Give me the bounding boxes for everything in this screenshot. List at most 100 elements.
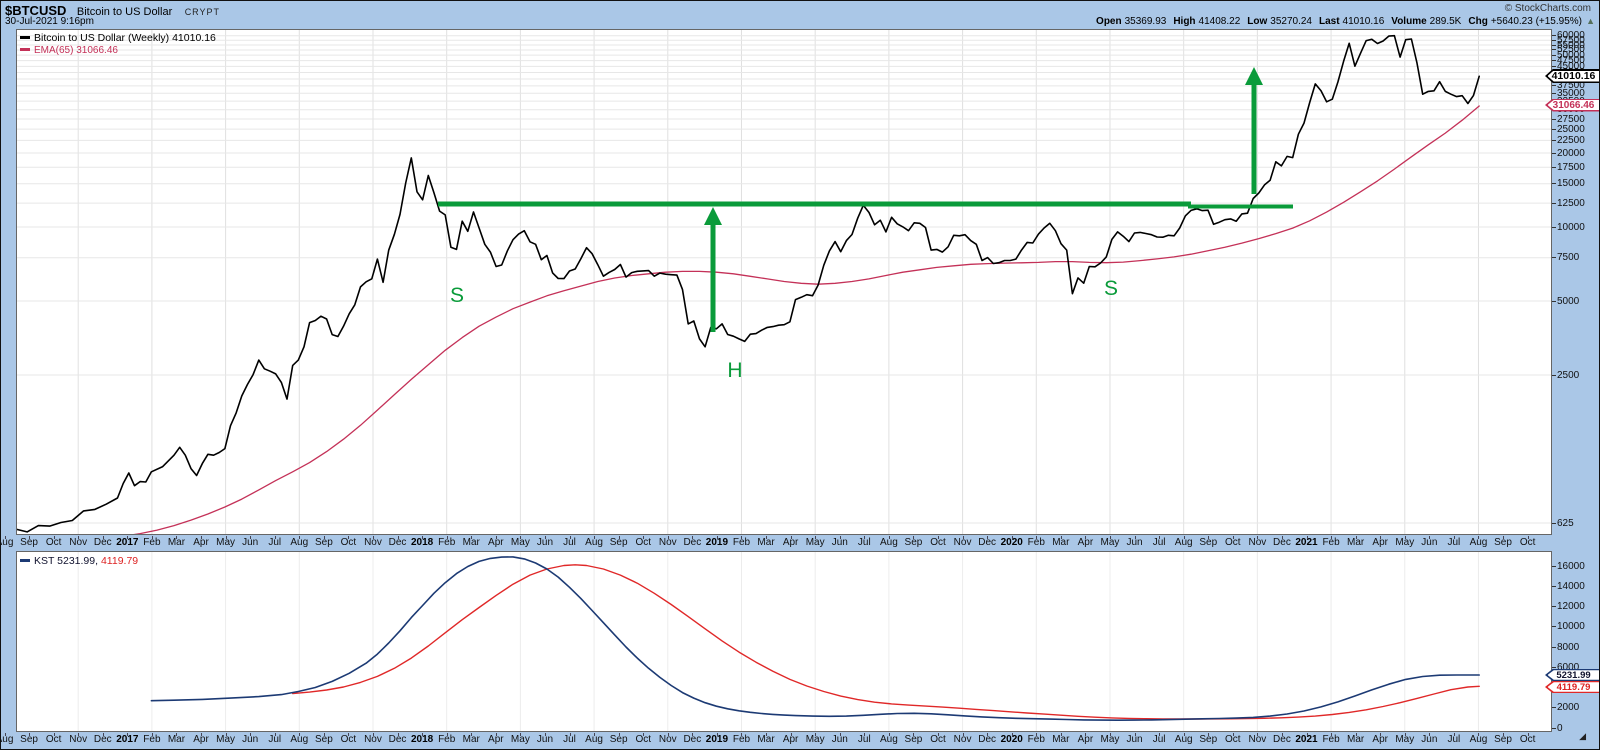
month-tick <box>1331 536 1333 539</box>
month-tick <box>938 733 940 736</box>
month-label-bottom: 2019 <box>705 734 729 745</box>
month-label-bottom: Sep <box>314 734 333 745</box>
month-tick <box>618 733 620 736</box>
month-tick <box>766 733 768 736</box>
month-label-bottom: Oct <box>45 734 62 745</box>
month-label-top: Apr <box>1372 537 1388 548</box>
month-label-top: Sep <box>609 537 628 548</box>
month-tick <box>274 536 276 539</box>
month-label-bottom: Sep <box>904 734 923 745</box>
month-label-top: 2021 <box>1295 537 1318 548</box>
last-price-badge-border <box>1545 69 1599 83</box>
month-label-top: Dec <box>1273 537 1291 548</box>
month-label-top: Jul <box>1152 537 1166 548</box>
month-label-top: Jul <box>563 537 576 548</box>
month-label-bottom: Apr <box>782 734 799 745</box>
month-tick <box>372 733 374 736</box>
month-label-bottom: May <box>1395 734 1415 745</box>
ticker-symbol: $BTCUSD <box>5 3 67 18</box>
price-axis-tick <box>1552 202 1556 204</box>
month-label-bottom: Mar <box>1347 734 1365 745</box>
month-label-bottom: Apr <box>193 734 209 745</box>
month-label-bottom: Mar <box>757 734 775 745</box>
month-tick <box>839 536 841 539</box>
kst-axis-label: 14000 <box>1557 580 1585 592</box>
kst-signal-value-badge: 4119.79 <box>1545 680 1599 694</box>
quote-label-low: Low <box>1247 16 1268 27</box>
month-label-top: Jul <box>1447 537 1461 548</box>
month-label-top: Apr <box>1077 537 1094 548</box>
month-label-bottom: Aug <box>1174 734 1193 745</box>
month-tick <box>544 536 546 539</box>
kst-axis-tick <box>1552 585 1556 587</box>
month-tick <box>569 733 571 736</box>
quote-value-high: 41408.22 <box>1198 16 1241 27</box>
price-axis-label: 52500 <box>1557 44 1585 56</box>
price-axis-tick <box>1552 72 1556 74</box>
month-label-top: Nov <box>364 537 382 548</box>
month-tick <box>864 733 866 736</box>
month-tick <box>1503 733 1505 736</box>
price-axis-tick <box>1552 39 1556 41</box>
kst-axis-tick <box>1552 646 1556 648</box>
month-label-bottom: Oct <box>635 734 651 745</box>
month-tick <box>299 733 301 736</box>
month-tick <box>913 536 915 539</box>
month-label-bottom: Oct <box>340 734 357 745</box>
kst-axis-label: 4000 <box>1557 682 1580 693</box>
month-label-top: May <box>216 537 236 548</box>
price-legend-swatch-icon <box>20 35 30 39</box>
month-label-bottom: Mar <box>1052 734 1070 745</box>
quote-label-chg: Chg <box>1468 16 1488 27</box>
price-axis-tick <box>1552 300 1556 302</box>
month-label-bottom: Dec <box>388 734 407 745</box>
month-tick <box>692 536 694 539</box>
month-tick <box>274 733 276 736</box>
month-label-top: Oct <box>1225 537 1241 548</box>
month-label-bottom: Aug <box>879 734 898 745</box>
month-label-bottom: Aug <box>1 734 14 745</box>
month-tick <box>446 733 448 736</box>
month-tick <box>520 536 522 539</box>
chart-datetime: 30-Jul-2021 9:16pm <box>5 16 94 27</box>
price-legend: Bitcoin to US Dollar (Weekly) 41010.16 <box>20 32 216 44</box>
month-label-top: 2020 <box>1000 537 1023 548</box>
price-axis-label: 27500 <box>1557 113 1585 125</box>
price-axis-label: 50000 <box>1557 49 1585 61</box>
price-axis-label: 22500 <box>1557 134 1585 146</box>
price-axis-tick <box>1552 49 1556 51</box>
kst-legend: KST 5231.99, 4119.79 <box>20 555 138 567</box>
month-tick <box>1380 733 1382 736</box>
month-tick <box>987 733 989 736</box>
month-tick <box>1306 536 1308 539</box>
kst-axis-tick <box>1552 565 1556 567</box>
price-axis-label: 25000 <box>1557 123 1585 135</box>
price-axis-tick <box>1552 139 1556 141</box>
month-label-top: Apr <box>193 537 209 548</box>
month-tick <box>176 536 178 539</box>
month-tick <box>1331 733 1333 736</box>
month-label-top: Mar <box>462 537 480 548</box>
month-tick <box>225 536 227 539</box>
month-label-top: Dec <box>978 537 997 548</box>
month-tick <box>839 733 841 736</box>
month-tick <box>299 536 301 539</box>
month-tick <box>225 733 227 736</box>
price-axis-tick <box>1552 374 1556 376</box>
month-tick <box>102 733 104 736</box>
month-tick <box>962 536 964 539</box>
price-axis-label: 40000 <box>1557 73 1585 85</box>
month-label-top: Aug <box>879 537 898 548</box>
price-axis-label: 32500 <box>1557 95 1585 107</box>
month-tick <box>1453 733 1455 736</box>
copyright-text: © StockCharts.com <box>1504 3 1591 14</box>
kst-axis-label: 0 <box>1557 722 1563 734</box>
month-tick <box>1036 536 1038 539</box>
month-label-top: Nov <box>658 537 677 548</box>
month-tick <box>888 733 890 736</box>
month-label-bottom: 2018 <box>411 734 434 745</box>
month-tick <box>1159 733 1161 736</box>
month-label-bottom: Apr <box>1077 734 1094 745</box>
month-label-top: Apr <box>488 537 504 548</box>
